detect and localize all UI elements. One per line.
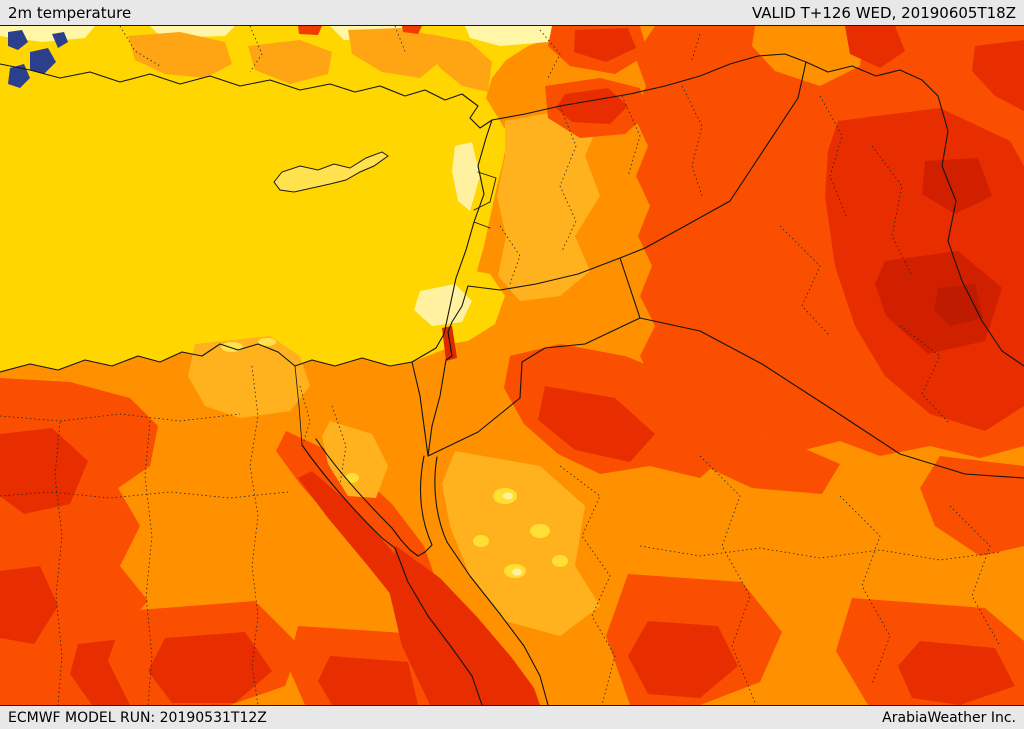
admin-line [899, 325, 951, 425]
admin-line [621, 95, 641, 177]
saudi-south-red-core [898, 641, 1015, 705]
country-borders [0, 53, 1024, 705]
cold-blue-spot [8, 64, 30, 88]
sinai-yellow-dot [345, 473, 359, 483]
egypt-red-core [0, 566, 58, 644]
east-mid-redorange [920, 456, 1024, 556]
iraq-saudi-border [639, 317, 1024, 479]
sinai-light-orange [322, 421, 388, 498]
jordan-iraq-border [619, 257, 641, 319]
topright-red-blob [845, 26, 905, 68]
admin-line [331, 405, 347, 485]
admin-line [779, 225, 831, 337]
nwsaudi-pale-dot [503, 492, 513, 500]
israel-egypt-border [411, 361, 429, 457]
admin-line [299, 385, 311, 445]
gulf-of-aqaba-east-coast [434, 456, 448, 543]
gulf-of-suez-east-coast [315, 438, 402, 541]
turkey-orange-patch [348, 28, 442, 78]
cold-blue-spot [30, 48, 56, 74]
red-sea-arabian-coast [446, 541, 549, 705]
ne-orange-patch [752, 26, 865, 86]
admin-line [699, 455, 757, 705]
jordan-saudi-border [427, 317, 641, 457]
syria-light-orange-band [497, 111, 600, 301]
nile-delta-light-orange [188, 336, 310, 418]
delta-yellow-dot [221, 342, 243, 352]
admin-line [0, 413, 241, 422]
turkey-syria-iraq-iran-border [491, 53, 1024, 367]
turkey-orange-patch [248, 40, 332, 84]
map-title: 2m temperature [8, 3, 132, 22]
suez-red-core [298, 471, 412, 611]
temperature-field [0, 26, 1024, 705]
nwsaudi-yellow-dot [530, 524, 550, 538]
midsaudi-redorange [700, 424, 840, 494]
redsea-red-strip [388, 546, 540, 705]
valid-time-label: VALID T+126 WED, 20190605T18Z [751, 3, 1016, 22]
syria-iraq-border [619, 61, 807, 259]
lebanon-border [473, 171, 497, 211]
southedge-red-core [318, 656, 418, 705]
cold-blue-spot [52, 32, 68, 48]
iraq-darkest-red-spot [934, 284, 983, 326]
delta-yellow-dot [258, 338, 276, 346]
turkey-red-dot [298, 26, 322, 35]
jordan-highlands-pale-core [414, 284, 472, 326]
admin-line [539, 29, 561, 79]
nwsaudi-pale-dot [512, 568, 522, 576]
admin-line [119, 26, 161, 67]
red-sea-african-coast [394, 547, 483, 705]
admin-line [819, 95, 847, 217]
saudi-south-red-core [628, 621, 738, 698]
admin-borders-dotted [0, 26, 1001, 705]
nwsaudi-yellow-dot [552, 555, 568, 567]
provider-credit: ArabiaWeather Inc. [882, 709, 1016, 726]
temperature-map [0, 26, 1024, 705]
admin-line [249, 26, 263, 73]
egypt-red-core [0, 428, 88, 514]
admin-line [249, 365, 259, 705]
suez-canal-line [294, 365, 303, 446]
temperature-map-svg [0, 26, 1024, 705]
syria-jordan-border [467, 257, 621, 291]
jordan-tongue-red-core [538, 386, 655, 462]
pale-yellow-patch [465, 26, 560, 46]
admin-line [559, 465, 616, 705]
israel-jordan-border [427, 285, 469, 457]
admin-line [691, 33, 701, 61]
admin-line [639, 545, 1001, 561]
gulf-of-suez-west-coast [301, 444, 396, 549]
turkey-orange-patch [128, 32, 232, 78]
turkey-red-dot [402, 26, 422, 34]
nwsaudi-yellow-dot [473, 535, 489, 547]
admin-line [394, 26, 407, 55]
admin-line [559, 105, 577, 252]
southedge-red-core [148, 632, 272, 703]
footer-bar: ECMWF MODEL RUN: 20190531T12Z ArabiaWeat… [0, 705, 1024, 729]
topright-red-blob [972, 40, 1024, 111]
model-run-label: ECMWF MODEL RUN: 20190531T12Z [8, 709, 267, 726]
cyprus-island [273, 151, 389, 193]
levant-pale-core [452, 142, 480, 211]
iraq-dark-red-core [922, 158, 992, 214]
cold-blue-spot [8, 30, 28, 50]
lebanon-border [473, 221, 491, 229]
admin-line [681, 85, 703, 197]
header-bar: 2m temperature VALID T+126 WED, 20190605… [0, 0, 1024, 26]
sinai-south-tip-coast [400, 539, 433, 557]
gulf-of-aqaba-west-coast [419, 455, 433, 546]
admin-line [949, 505, 1001, 647]
top-center-red-core [574, 28, 636, 62]
turkey-orange-patch [428, 34, 492, 92]
